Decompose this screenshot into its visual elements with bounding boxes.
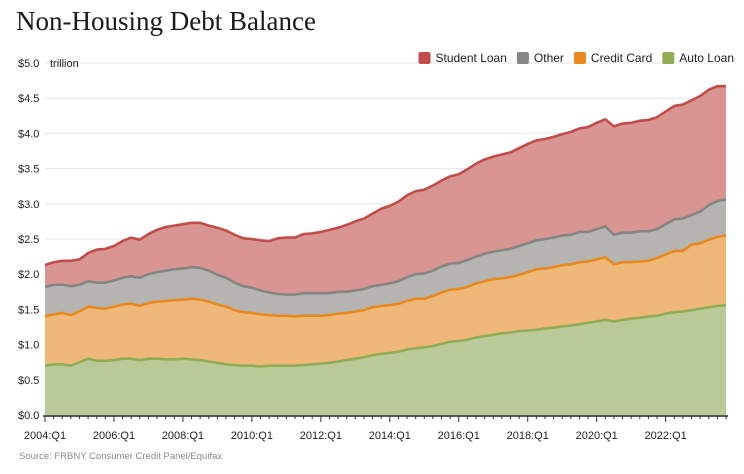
y-tick-label: $2.0: [18, 269, 39, 281]
line-other: [44, 198, 727, 296]
y-tick-label: $4.5: [18, 93, 39, 105]
line-student-loan: [44, 84, 726, 267]
y-tick-label: $0.0: [18, 410, 39, 422]
chart-title: Non-Housing Debt Balance: [16, 6, 316, 36]
x-tick-label: 2016:Q1: [438, 430, 480, 442]
source-note: Source: FRBNY Consumer Credit Panel/Equi…: [19, 451, 223, 462]
x-tick-label: 2014:Q1: [369, 430, 411, 442]
y-axis-ticks: $0.0 $0.5 $1.0 $1.5 $2.0 $2.5 $3.0 $3.5 $4.0 $4.5…: [18, 58, 39, 422]
x-axis: 2004:Q1 2006:Q1 2008:Q1 2010:Q1 2012:Q1 2014:…: [24, 415, 728, 442]
x-tick-label: 2020:Q1: [576, 430, 618, 442]
line-auto-loan: [44, 303, 727, 368]
x-tick-label: 2006:Q1: [93, 430, 135, 442]
x-tick-label: 2010:Q1: [231, 430, 273, 442]
legend-item-student-loan[interactable]: Student Loan: [418, 51, 507, 65]
area-layers: [45, 86, 726, 415]
legend-item-other[interactable]: Other: [516, 51, 564, 65]
legend-label: Other: [534, 51, 564, 65]
x-tick-label: 2012:Q1: [300, 430, 342, 442]
unit-label: trillion: [50, 58, 79, 70]
legend-item-auto-loan[interactable]: Auto Loan: [662, 51, 734, 65]
area-student-loan: [45, 86, 726, 295]
legend-swatch: [418, 52, 431, 64]
area-credit-card: [45, 235, 726, 367]
legend-swatch: [573, 52, 586, 64]
y-tick-label: $1.5: [18, 304, 39, 316]
x-tick-label: 2004:Q1: [24, 430, 66, 442]
y-tick-label: $1.0: [18, 340, 39, 352]
legend[interactable]: Auto Loan Credit Card Other Student Loan: [418, 51, 735, 65]
legend-label: Auto Loan: [679, 51, 734, 65]
y-tick-label: $3.0: [18, 199, 39, 211]
x-tick-label: 2008:Q1: [162, 430, 204, 442]
x-tick-label: 2022:Q1: [645, 430, 687, 442]
legend-item-credit-card[interactable]: Credit Card: [573, 51, 652, 65]
line-credit-card: [44, 234, 727, 318]
legend-label: Credit Card: [591, 51, 652, 65]
x-tick-label: 2018:Q1: [507, 430, 549, 442]
y-tick-label: $5.0: [18, 58, 39, 70]
legend-swatch: [662, 52, 675, 64]
area-other: [45, 199, 726, 317]
y-tick-label: $3.5: [18, 164, 39, 176]
series-lines: [44, 84, 727, 368]
legend-swatch: [516, 52, 529, 64]
legend-label: Student Loan: [436, 51, 507, 65]
y-tick-label: $0.5: [18, 375, 39, 387]
area-auto-loan: [45, 305, 726, 415]
y-tick-label: $4.0: [18, 128, 39, 140]
y-tick-label: $2.5: [18, 234, 39, 246]
